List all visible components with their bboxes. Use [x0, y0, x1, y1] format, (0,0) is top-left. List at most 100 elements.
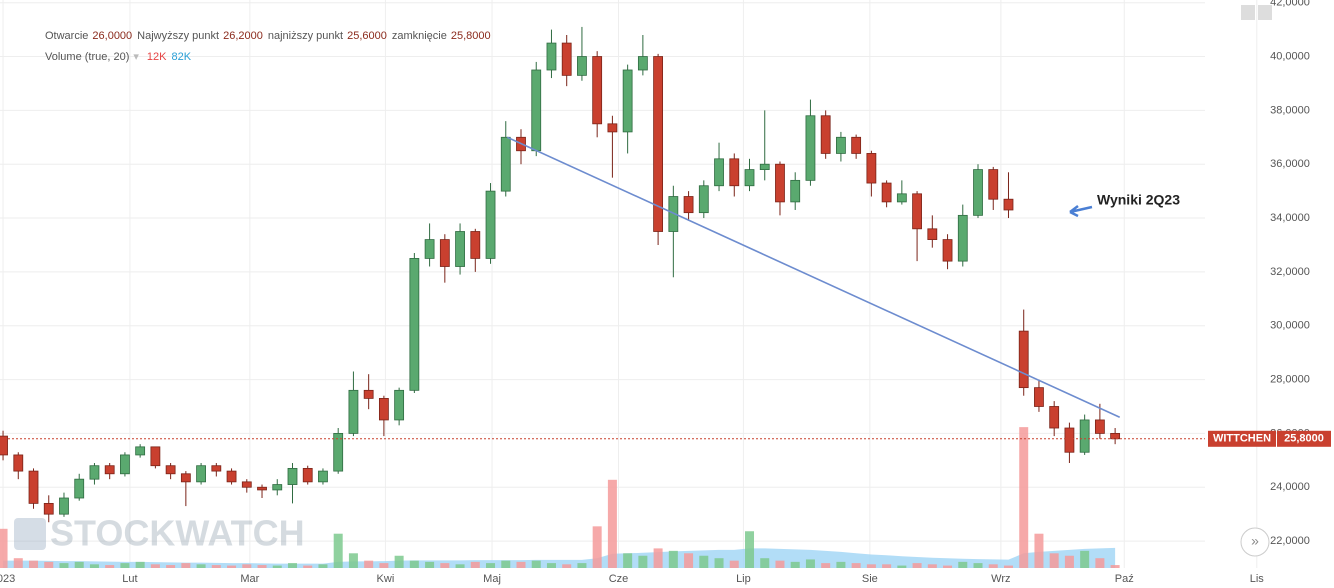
- volume-bar: [272, 565, 282, 568]
- volume-bar: [105, 565, 115, 568]
- volume-bar: [150, 564, 160, 568]
- volume-bar: [196, 564, 206, 568]
- candle-body: [592, 56, 603, 125]
- scroll-button[interactable]: [1240, 527, 1270, 557]
- volume-bar: [181, 563, 191, 568]
- candle-body: [714, 158, 724, 187]
- volume-legend-title: Volume (true, 20): [45, 51, 129, 63]
- candle-body: [257, 486, 267, 491]
- candle-body: [74, 478, 85, 499]
- volume-bar: [348, 553, 358, 568]
- volume-bar: [166, 565, 176, 568]
- watermark-text: STOCKWATCH: [50, 513, 305, 554]
- candle-body: [120, 454, 130, 475]
- ohlc-header: Otwarcie 26,0000 Najwyższy punkt 26,2000 naj…: [45, 30, 491, 42]
- volume-legend: Volume (true, 20) ▾ 12K 82K: [45, 51, 192, 63]
- candle-body: [561, 42, 572, 76]
- candle-body: [775, 163, 785, 203]
- candle-body: [59, 497, 69, 515]
- volume-bar: [546, 563, 556, 568]
- volume-bar: [120, 563, 130, 568]
- candle-body: [196, 465, 206, 483]
- volume-bar: [562, 564, 572, 568]
- volume-bar: [440, 563, 450, 568]
- candle-body: [1003, 198, 1014, 211]
- volume-bar: [729, 560, 739, 568]
- x-tick-label: Wrz: [991, 573, 1010, 585]
- candle-body: [150, 446, 161, 467]
- y-tick-label: 22,0000: [1270, 535, 1310, 547]
- candle-body: [165, 465, 176, 475]
- header-value: 26,2000: [223, 30, 263, 42]
- candle-body: [805, 115, 816, 181]
- candle-body: [759, 163, 770, 170]
- volume-bar: [699, 555, 709, 568]
- candle-body: [1079, 419, 1090, 453]
- volume-bar: [59, 563, 69, 568]
- volume-bar: [1019, 427, 1029, 568]
- candle-body: [744, 169, 755, 187]
- volume-bar: [1049, 553, 1059, 568]
- header-label: Otwarcie: [45, 30, 88, 42]
- header-label: zamknięcie: [392, 30, 447, 42]
- candle-body: [394, 389, 405, 421]
- candle-body: [409, 258, 420, 391]
- candle-body: [653, 56, 664, 232]
- volume-bar: [714, 558, 724, 568]
- candle-body: [1018, 330, 1029, 389]
- watermark: STOCKWATCH: [14, 513, 305, 554]
- volume-bar: [821, 563, 831, 568]
- volume-bar: [668, 550, 678, 568]
- volume-legend-ma: 82K: [171, 51, 191, 63]
- candle-body: [1034, 387, 1044, 407]
- volume-bar: [135, 561, 145, 568]
- candle-body: [1110, 433, 1121, 440]
- volume-bar: [607, 479, 617, 568]
- candle-body: [500, 136, 511, 192]
- annotation-arrow: [1069, 205, 1093, 218]
- candle-body: [851, 136, 862, 154]
- last-price-value: 25,8000: [1284, 433, 1324, 445]
- candle-body: [1064, 427, 1075, 453]
- last-price-name: WITTCHEN: [1213, 433, 1271, 445]
- volume-bar: [897, 565, 907, 568]
- volume-bar: [425, 561, 435, 568]
- volume-bar: [638, 555, 648, 568]
- y-tick-label: 30,0000: [1270, 320, 1310, 332]
- volume-bar: [227, 565, 237, 568]
- x-tick-label: Mar: [240, 573, 259, 585]
- candle-body: [866, 153, 877, 184]
- y-tick-label: 42,0000: [1270, 0, 1310, 9]
- volume-bar: [851, 563, 861, 568]
- candle-body: [439, 239, 450, 267]
- candle-body: [302, 467, 313, 483]
- candle-body: [348, 389, 359, 434]
- volume-bar: [13, 558, 23, 568]
- volume-bar: [242, 564, 252, 568]
- y-tick-label: 38,0000: [1270, 104, 1310, 116]
- candle-body: [790, 179, 801, 203]
- volume-bar: [0, 528, 8, 568]
- last-price-value-box: [1277, 430, 1331, 447]
- candle-body: [881, 182, 892, 203]
- header-label: Najwyższy punkt: [137, 30, 219, 42]
- volume-bar: [760, 558, 770, 568]
- volume-bar: [1003, 565, 1013, 568]
- volume-bar: [486, 563, 496, 568]
- volume-legend-last: 12K: [147, 51, 167, 63]
- volume-bar: [303, 565, 313, 568]
- candle-body: [1049, 406, 1060, 429]
- volume-bar: [623, 553, 633, 568]
- candle-body: [180, 473, 191, 483]
- icon-button[interactable]: [1241, 5, 1255, 20]
- candle-body: [896, 193, 907, 203]
- candle-body: [531, 69, 542, 152]
- y-tick-label: 28,0000: [1270, 373, 1310, 385]
- candle-body: [333, 433, 344, 472]
- candle-body: [211, 465, 222, 472]
- icon-button[interactable]: [1258, 5, 1272, 20]
- header: Otwarcie 26,0000 Najwyższy punkt 26,2000 naj…: [45, 30, 491, 63]
- volume-bar: [805, 559, 815, 568]
- volume-bar: [211, 565, 221, 568]
